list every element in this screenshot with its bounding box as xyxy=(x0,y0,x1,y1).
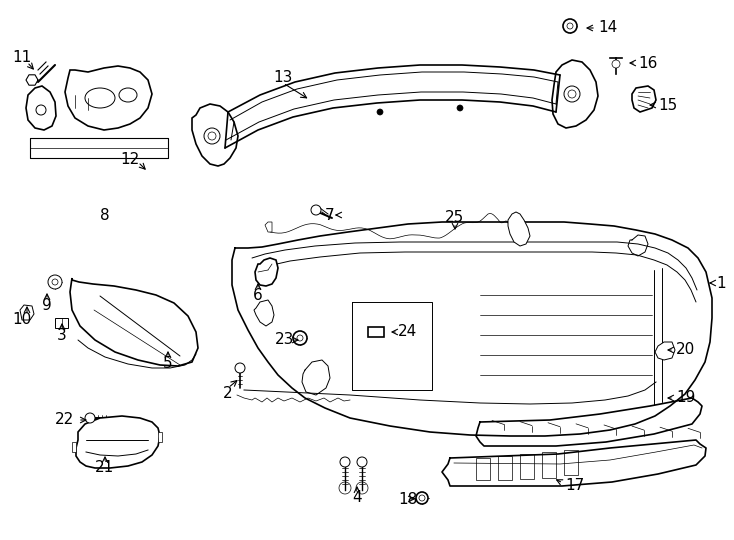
Polygon shape xyxy=(255,258,278,286)
Text: 8: 8 xyxy=(100,208,110,224)
Text: 18: 18 xyxy=(398,491,417,507)
Text: 3: 3 xyxy=(57,327,67,342)
Bar xyxy=(520,454,534,479)
Text: 10: 10 xyxy=(12,313,32,327)
Circle shape xyxy=(340,457,350,467)
Polygon shape xyxy=(70,278,198,366)
Polygon shape xyxy=(26,86,56,130)
Bar xyxy=(476,458,490,480)
Polygon shape xyxy=(552,60,598,128)
Circle shape xyxy=(293,331,307,345)
Polygon shape xyxy=(72,442,76,452)
Circle shape xyxy=(457,105,463,111)
Circle shape xyxy=(377,109,383,115)
Text: 24: 24 xyxy=(398,325,417,340)
Text: 15: 15 xyxy=(658,98,677,112)
Circle shape xyxy=(612,60,620,68)
Circle shape xyxy=(235,363,245,373)
Polygon shape xyxy=(20,305,34,320)
Bar xyxy=(368,327,384,337)
Text: 13: 13 xyxy=(273,71,293,85)
Polygon shape xyxy=(192,104,238,166)
Circle shape xyxy=(357,457,367,467)
Polygon shape xyxy=(65,66,152,130)
Polygon shape xyxy=(158,432,162,442)
Polygon shape xyxy=(76,416,160,468)
Bar xyxy=(498,456,512,480)
Circle shape xyxy=(48,275,62,289)
Circle shape xyxy=(311,205,321,215)
Text: 23: 23 xyxy=(275,333,294,348)
Text: 7: 7 xyxy=(325,207,335,222)
Circle shape xyxy=(85,413,95,423)
Text: 14: 14 xyxy=(598,21,617,36)
Bar xyxy=(564,450,578,475)
Text: 21: 21 xyxy=(95,461,115,476)
Text: 2: 2 xyxy=(223,386,233,401)
Text: 20: 20 xyxy=(676,342,695,357)
Text: 9: 9 xyxy=(42,298,52,313)
Text: 22: 22 xyxy=(55,413,75,428)
Circle shape xyxy=(416,492,428,504)
Text: 1: 1 xyxy=(716,275,726,291)
Polygon shape xyxy=(254,300,274,326)
Text: 17: 17 xyxy=(565,477,584,492)
Text: 6: 6 xyxy=(253,287,263,302)
Text: 16: 16 xyxy=(638,56,658,71)
Polygon shape xyxy=(508,212,530,246)
Polygon shape xyxy=(265,222,272,232)
Text: 25: 25 xyxy=(446,211,465,226)
Text: 12: 12 xyxy=(120,152,139,167)
Circle shape xyxy=(563,19,577,33)
Text: 11: 11 xyxy=(12,50,32,64)
Bar xyxy=(542,452,556,478)
Text: 19: 19 xyxy=(676,390,695,406)
Polygon shape xyxy=(55,318,68,328)
Polygon shape xyxy=(632,86,656,112)
Text: 4: 4 xyxy=(352,490,362,505)
Polygon shape xyxy=(655,342,675,360)
Text: 5: 5 xyxy=(163,355,172,370)
